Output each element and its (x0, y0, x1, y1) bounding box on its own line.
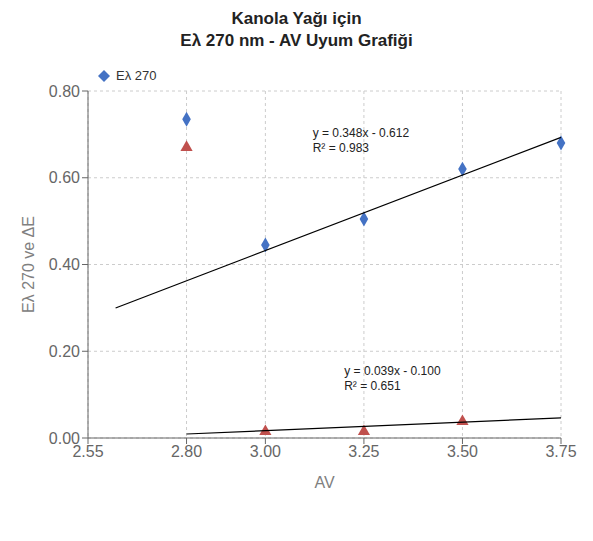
html-text:Eλ 270 nm - AV Uyum Grafiği: Eλ 270 nm - AV Uyum Grafiği (180, 31, 413, 50)
html-text:Eλ 270: Eλ 270 (116, 68, 157, 83)
svg-text:3.25: 3.25 (348, 443, 379, 460)
svg-text:2.55: 2.55 (72, 443, 104, 461)
svg-text:0.00: 0.00 (49, 430, 80, 447)
svg-text:3.50: 3.50 (447, 443, 478, 460)
svg-text:0.80: 0.80 (49, 83, 80, 100)
svg-text:0.60: 0.60 (49, 169, 80, 186)
svg-text:3.00: 3.00 (250, 443, 281, 460)
svg-text:2.80: 2.80 (171, 443, 202, 460)
html-text:Kanola Yağı için: Kanola Yağı için (231, 9, 362, 28)
svg-text:0.20: 0.20 (49, 343, 80, 360)
svg-text:y = 0.039x - 0.100R² = 0.651: y = 0.039x - 0.100R² = 0.651 (344, 364, 441, 393)
svg-text:3.75: 3.75 (545, 443, 576, 460)
svg-text:y = 0.348x - 0.612R² = 0.983: y = 0.348x - 0.612R² = 0.983 (313, 126, 410, 155)
svg-text:Eλ 270 ve ΔE: Eλ 270 ve ΔE (20, 216, 37, 313)
svg-text:AV: AV (314, 474, 334, 491)
svg-text:0.40: 0.40 (49, 256, 80, 273)
